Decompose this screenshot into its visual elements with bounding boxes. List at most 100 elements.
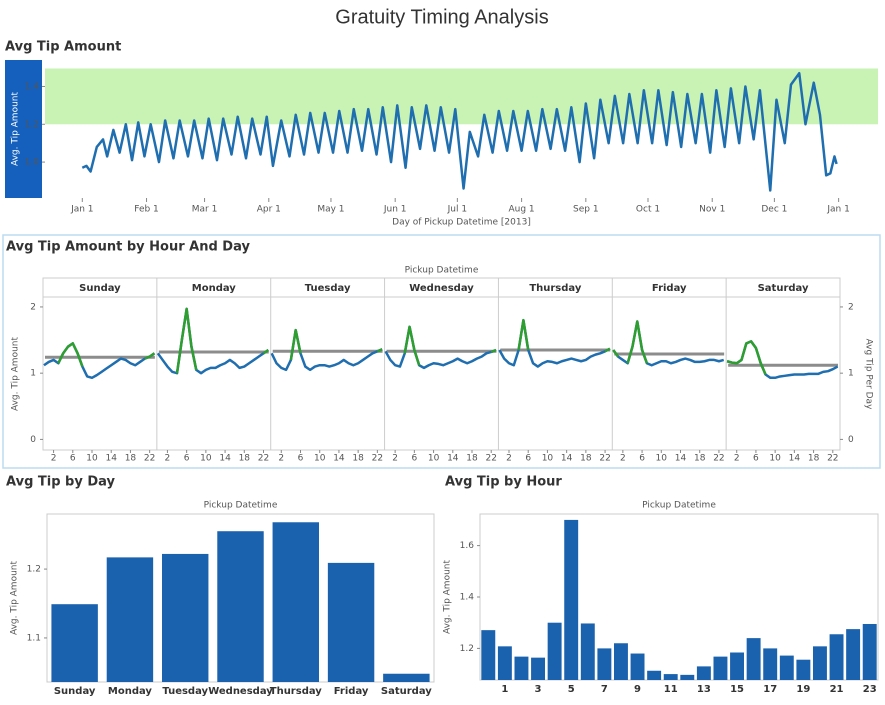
x-tick-label: 6 bbox=[184, 454, 190, 464]
x-tick-label: 22 bbox=[485, 454, 496, 464]
x-tick-label: Sunday bbox=[54, 686, 96, 697]
bar bbox=[580, 623, 595, 680]
x-tick-label: 6 bbox=[753, 454, 759, 464]
hour-line bbox=[726, 340, 839, 380]
x-tick-label: 14 bbox=[675, 454, 687, 464]
above-average-line bbox=[57, 342, 84, 367]
bar bbox=[613, 643, 628, 680]
x-tick-label: 2 bbox=[51, 454, 57, 464]
x-tick-label: 10 bbox=[200, 454, 212, 464]
chart-heading: Avg Tip by Day bbox=[6, 475, 116, 490]
facet-header: Sunday bbox=[79, 283, 121, 294]
x-tick-label: Mar 1 bbox=[192, 205, 218, 215]
x-tick-label: 2 bbox=[278, 454, 284, 464]
above-average-line bbox=[604, 347, 611, 353]
panel-border bbox=[2, 234, 881, 469]
above-average-line bbox=[289, 328, 302, 361]
x-tick-label: Nov 1 bbox=[699, 205, 725, 215]
y2-tick-label: 0 bbox=[848, 435, 854, 445]
x-axis-label: Day of Pickup Datetime [2013] bbox=[392, 218, 531, 228]
x-tick-label: Aug 1 bbox=[509, 205, 535, 215]
hour-line bbox=[270, 328, 383, 372]
x-tick-label: May 1 bbox=[317, 205, 344, 215]
bar bbox=[680, 674, 695, 680]
above-average-line bbox=[175, 307, 198, 374]
x-tick-label: 18 bbox=[694, 454, 706, 464]
x-tick-label: Feb 1 bbox=[134, 205, 159, 215]
x-tick-label: 14 bbox=[105, 454, 117, 464]
x-tick-label: Dec 1 bbox=[761, 205, 787, 215]
bar bbox=[730, 652, 745, 680]
x-tick-label: 14 bbox=[447, 454, 459, 464]
facet-header: Friday bbox=[652, 283, 687, 294]
bar bbox=[564, 519, 579, 680]
bar bbox=[846, 629, 861, 680]
x-tick-label: 18 bbox=[239, 454, 251, 464]
x-tick-label: 22 bbox=[372, 454, 383, 464]
facet-header: Thursday bbox=[529, 283, 582, 294]
x-tick-label: 2 bbox=[165, 454, 171, 464]
above-average-line bbox=[626, 320, 649, 364]
above-average-line bbox=[490, 348, 497, 354]
x-tick-label: 6 bbox=[70, 454, 76, 464]
hour-line bbox=[498, 318, 611, 368]
x-tick-label: 10 bbox=[86, 454, 98, 464]
y-tick-label: 1.2 bbox=[460, 644, 474, 654]
bar bbox=[272, 522, 320, 682]
x-tick-label: 14 bbox=[561, 454, 573, 464]
bar bbox=[630, 653, 645, 680]
bar bbox=[862, 623, 877, 680]
x-tick-label: 5 bbox=[568, 684, 575, 695]
x-tick-label: 18 bbox=[808, 454, 820, 464]
bar bbox=[779, 655, 794, 680]
bar bbox=[106, 557, 154, 682]
x-tick-label: 11 bbox=[664, 684, 678, 695]
x-tick-label: 22 bbox=[258, 454, 269, 464]
facet-header: Wednesday bbox=[409, 283, 474, 294]
x-tick-label: 18 bbox=[580, 454, 592, 464]
x-tick-label: 18 bbox=[352, 454, 364, 464]
x-tick-label: 2 bbox=[620, 454, 626, 464]
x-tick-label: Friday bbox=[334, 686, 369, 697]
y-tick-label: 1.4 bbox=[25, 82, 40, 92]
x-tick-label: 6 bbox=[411, 454, 417, 464]
x-tick-label: Tuesday bbox=[162, 686, 208, 697]
above-average-line bbox=[262, 348, 270, 355]
x-tick-label: Apr 1 bbox=[257, 205, 281, 215]
y2-axis-label: Avg Tip Per Day bbox=[864, 339, 874, 410]
reference-band bbox=[45, 68, 878, 125]
bar bbox=[746, 638, 761, 680]
x-tick-label: 10 bbox=[542, 454, 554, 464]
x-tick-label: 22 bbox=[713, 454, 724, 464]
bar bbox=[383, 673, 430, 682]
x-tick-label: 14 bbox=[219, 454, 231, 464]
x-tick-label: Jun 1 bbox=[383, 205, 407, 215]
bar bbox=[497, 646, 512, 680]
bar bbox=[547, 622, 562, 680]
bar bbox=[51, 604, 98, 682]
x-tick-label: 1 bbox=[501, 684, 508, 695]
y-tick-label: 1.2 bbox=[27, 565, 41, 575]
x-tick-label: 18 bbox=[125, 454, 137, 464]
bar bbox=[514, 656, 529, 680]
x-tick-label: Jan 1 bbox=[826, 205, 849, 215]
chart-subtitle: Pickup Datetime bbox=[204, 501, 278, 511]
bar bbox=[161, 553, 209, 682]
x-tick-label: 6 bbox=[639, 454, 645, 464]
x-tick-label: Monday bbox=[108, 686, 153, 697]
y-axis-label: Avg. Tip Amount bbox=[443, 560, 453, 635]
x-tick-label: Thursday bbox=[270, 686, 323, 697]
y-axis-label: Avg. Tip Amount bbox=[10, 561, 20, 636]
x-tick-label: 3 bbox=[535, 684, 542, 695]
x-tick-label: 2 bbox=[734, 454, 740, 464]
x-tick-label: 9 bbox=[634, 684, 641, 695]
above-average-line bbox=[612, 349, 620, 358]
x-tick-label: 22 bbox=[144, 454, 155, 464]
chart-heading: Avg Tip by Hour bbox=[445, 475, 562, 490]
y-tick-label: 1.4 bbox=[460, 593, 475, 603]
x-tick-label: 21 bbox=[830, 684, 844, 695]
bar bbox=[531, 657, 546, 680]
bar bbox=[812, 646, 827, 680]
axis-box bbox=[5, 60, 42, 198]
